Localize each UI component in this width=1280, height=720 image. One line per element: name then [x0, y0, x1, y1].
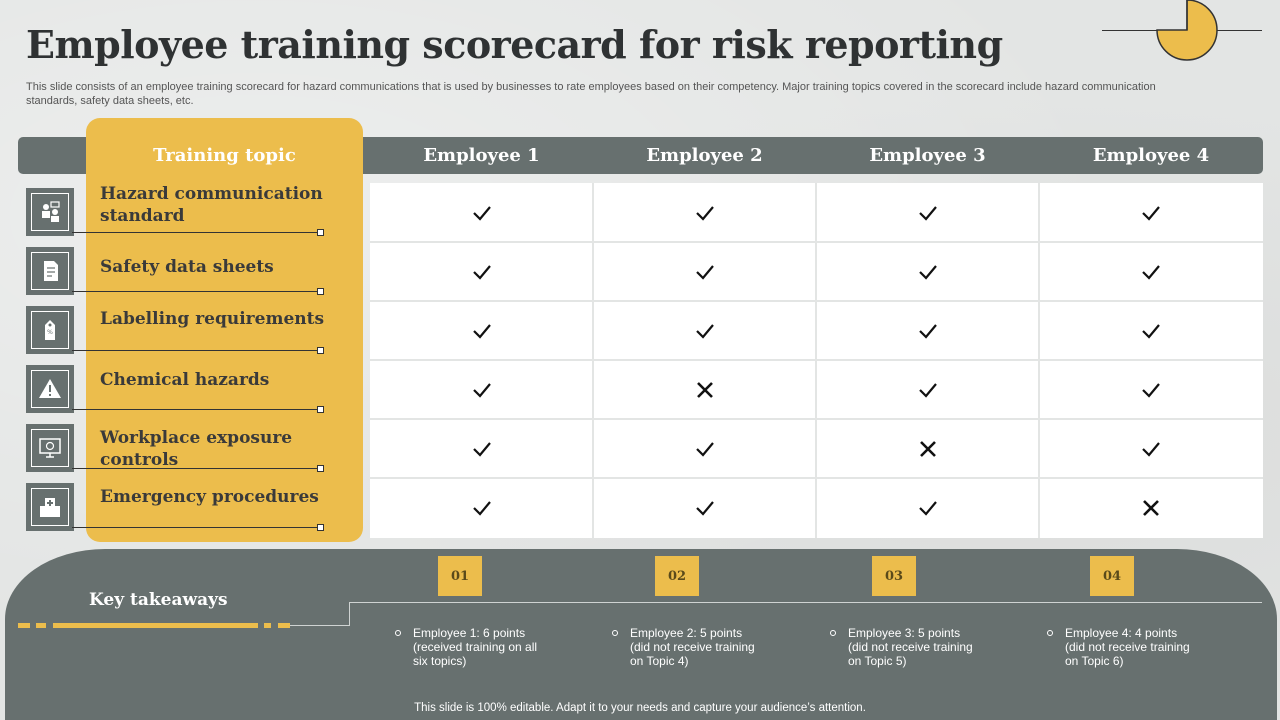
takeaway-item: Employee 4: 4 points (did not receive tr… — [1047, 626, 1197, 668]
check-icon — [370, 419, 593, 478]
check-icon — [370, 301, 593, 360]
takeaway-number: 04 — [1090, 556, 1134, 596]
takeaway-text: Employee 2: 5 points (did not receive tr… — [630, 626, 755, 668]
page-title: Employee training scorecard for risk rep… — [26, 22, 1003, 67]
connector-end-marker — [317, 406, 324, 413]
topic-connector-line — [72, 291, 320, 292]
topic-label: Workplace exposure controls — [100, 428, 293, 470]
document-icon — [26, 247, 74, 295]
monitor-icon — [26, 424, 74, 472]
connector-end-marker — [317, 465, 324, 472]
decorative-pie-icon — [1156, 0, 1218, 61]
tag-icon: % — [26, 306, 74, 354]
check-icon — [593, 301, 816, 360]
topic-connector-line — [72, 350, 320, 351]
check-icon — [1039, 242, 1262, 301]
divider-dash — [53, 623, 258, 628]
page-subtitle: This slide consists of an employee train… — [26, 81, 1156, 107]
topic-label: Labelling requirements — [100, 309, 325, 329]
check-icon — [1039, 360, 1262, 419]
check-icon — [593, 478, 816, 537]
header-employee-2: Employee 2 — [646, 145, 763, 166]
check-icon — [816, 478, 1039, 537]
check-icon — [816, 183, 1039, 242]
column-divider — [1038, 183, 1040, 538]
connector-end-marker — [317, 288, 324, 295]
takeaway-text: Employee 3: 5 points (did not receive tr… — [848, 626, 973, 668]
check-icon — [1039, 301, 1262, 360]
check-icon — [593, 419, 816, 478]
takeaway-number: 03 — [872, 556, 916, 596]
svg-text:%: % — [47, 329, 53, 336]
hospital-icon — [26, 483, 74, 531]
divider-dash — [18, 623, 30, 628]
topic-connector-line — [72, 409, 320, 410]
header-employee-1: Employee 1 — [423, 145, 540, 166]
key-takeaways-title: Key takeaways — [89, 590, 228, 610]
connector-end-marker — [317, 524, 324, 531]
cross-icon — [816, 419, 1039, 478]
header-training-topic: Training topic — [86, 137, 363, 174]
footer-note: This slide is 100% editable. Adapt it to… — [414, 702, 866, 714]
takeaway-item: Employee 2: 5 points (did not receive tr… — [612, 626, 762, 668]
bullet-icon — [612, 630, 618, 636]
takeaway-item: Employee 3: 5 points (did not receive tr… — [830, 626, 980, 668]
scorecard-grid — [370, 183, 1263, 538]
cross-icon — [593, 360, 816, 419]
check-icon — [370, 183, 593, 242]
check-icon — [593, 242, 816, 301]
topic-label: Chemical hazards — [100, 370, 270, 390]
column-divider — [592, 183, 594, 538]
takeaway-text: Employee 4: 4 points (did not receive tr… — [1065, 626, 1190, 668]
communication-icon — [26, 188, 74, 236]
key-takeaways-panel — [5, 549, 1277, 720]
check-icon — [370, 360, 593, 419]
check-icon — [816, 242, 1039, 301]
bullet-icon — [1047, 630, 1053, 636]
check-icon — [370, 478, 593, 537]
topic-label: Emergency procedures — [100, 487, 319, 507]
takeaway-number: 02 — [655, 556, 699, 596]
takeaway-text: Employee 1: 6 points (received training … — [413, 626, 538, 668]
check-icon — [593, 183, 816, 242]
training-topic-column — [86, 118, 363, 542]
divider-line — [349, 602, 1262, 603]
bullet-icon — [830, 630, 836, 636]
check-icon — [1039, 419, 1262, 478]
topic-label: Safety data sheets — [100, 257, 274, 277]
check-icon — [1039, 183, 1262, 242]
connector-end-marker — [317, 229, 324, 236]
divider-line — [290, 625, 350, 626]
topic-connector-line — [72, 232, 320, 233]
divider-dash — [264, 623, 271, 628]
header-employee-4: Employee 4 — [1092, 145, 1210, 166]
takeaway-item: Employee 1: 6 points (received training … — [395, 626, 545, 668]
check-icon — [816, 301, 1039, 360]
takeaway-number: 01 — [438, 556, 482, 596]
check-icon — [370, 242, 593, 301]
warning-icon — [26, 365, 74, 413]
topic-connector-line — [72, 468, 320, 469]
divider-dash — [278, 623, 290, 628]
check-icon — [816, 360, 1039, 419]
divider-line — [349, 602, 350, 626]
column-divider — [815, 183, 817, 538]
topic-connector-line — [72, 527, 320, 528]
cross-icon — [1039, 478, 1262, 537]
divider-dash — [36, 623, 46, 628]
connector-end-marker — [317, 347, 324, 354]
topic-label: Hazard communication standard — [100, 184, 323, 226]
header-employee-3: Employee 3 — [869, 145, 986, 166]
bullet-icon — [395, 630, 401, 636]
